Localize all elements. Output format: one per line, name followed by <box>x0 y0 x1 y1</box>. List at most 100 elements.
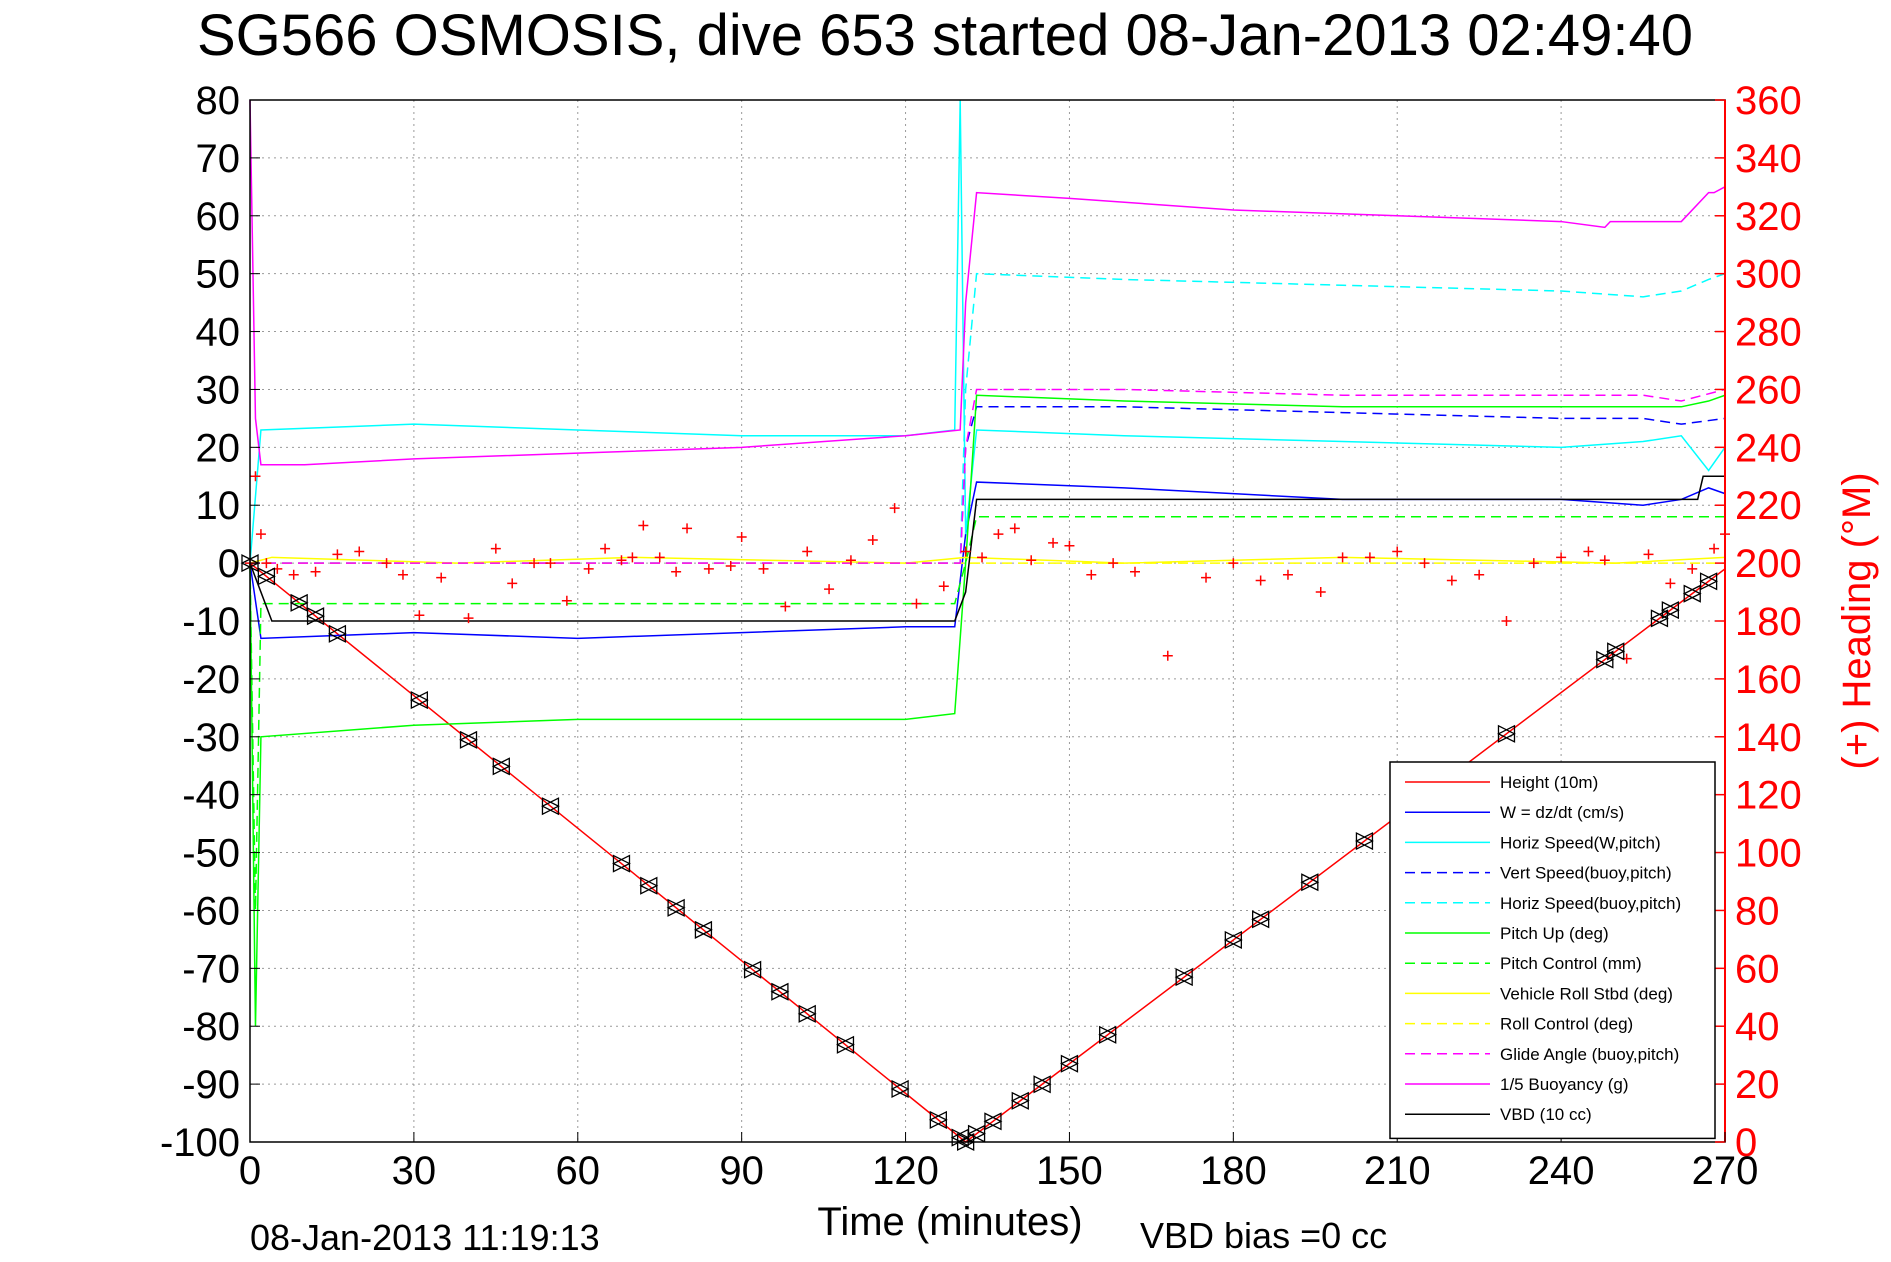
depth-marker <box>289 593 309 612</box>
depth-marker <box>1354 831 1374 851</box>
heading-point <box>977 552 988 563</box>
x-tick-label: 180 <box>1200 1149 1267 1193</box>
series-line <box>249 99 1726 466</box>
heading-point <box>261 558 272 569</box>
heading-point <box>703 563 714 574</box>
heading-point <box>1392 546 1403 557</box>
right-tick-label: 120 <box>1735 774 1802 818</box>
right-tick-label: 300 <box>1735 253 1802 297</box>
heading-point <box>545 558 556 569</box>
legend-label: Horiz Speed(buoy,pitch) <box>1500 894 1681 913</box>
legend-label: W = dz/dt (cm/s) <box>1500 803 1624 822</box>
heading-point <box>1364 552 1375 563</box>
heading-point <box>1162 650 1173 661</box>
heading-point <box>1583 546 1594 557</box>
heading-point <box>1048 537 1059 548</box>
heading-point <box>1665 578 1676 589</box>
footer-timestamp: 08-Jan-2013 11:19:13 <box>250 1217 600 1258</box>
right-tick-label: 340 <box>1735 137 1802 181</box>
legend-label: Pitch Control (mm) <box>1500 954 1642 973</box>
left-tick-label: -40 <box>182 774 240 818</box>
depth-marker <box>1300 873 1320 892</box>
left-tick-label: -30 <box>182 716 240 760</box>
right-tick-label: 260 <box>1735 368 1802 412</box>
x-tick-label: 210 <box>1364 1149 1431 1193</box>
heading-point <box>671 566 682 577</box>
heading-point <box>1709 543 1720 554</box>
left-tick-label: 40 <box>196 311 241 355</box>
depth-marker <box>409 691 429 710</box>
left-tick-label: -70 <box>182 947 240 991</box>
heading-point <box>1337 552 1348 563</box>
heading-point <box>354 546 365 557</box>
heading-point <box>490 543 501 554</box>
heading-point <box>1064 540 1075 551</box>
heading-point <box>250 471 261 482</box>
heading-point <box>1315 587 1326 598</box>
series-line <box>249 516 1725 911</box>
heading-point <box>911 598 922 609</box>
right-tick-label: 80 <box>1735 889 1780 933</box>
left-tick-label: 0 <box>218 542 240 586</box>
heading-point <box>867 534 878 545</box>
heading-point <box>889 503 900 514</box>
right-tick-label: 360 <box>1735 79 1802 123</box>
heading-point <box>627 552 638 563</box>
heading-point <box>1419 558 1430 569</box>
right-tick-label: 160 <box>1735 658 1802 702</box>
x-tick-label: 150 <box>1036 1149 1103 1193</box>
right-tick-label: 240 <box>1735 426 1802 470</box>
heading-point <box>654 552 665 563</box>
legend-label: 1/5 Buoyancy (g) <box>1500 1075 1629 1094</box>
right-tick-label: 220 <box>1735 484 1802 528</box>
footer-vbd-bias: VBD bias =0 cc <box>1140 1215 1387 1256</box>
heading-point <box>1255 575 1266 586</box>
series-line <box>249 99 1726 564</box>
heading-point <box>463 613 474 624</box>
right-tick-label: 320 <box>1735 195 1802 239</box>
series-line <box>249 475 1725 622</box>
depth-marker <box>983 1112 1003 1131</box>
depth-marker <box>327 624 347 643</box>
legend-label: Vehicle Roll Stbd (deg) <box>1500 984 1673 1003</box>
heading-point <box>414 610 425 621</box>
depth-marker <box>541 797 560 816</box>
series-line <box>249 556 1726 564</box>
heading-point <box>802 546 813 557</box>
x-tick-label: 30 <box>392 1149 437 1193</box>
depth-marker <box>967 1124 987 1143</box>
heading-point <box>616 555 627 566</box>
heading-point <box>1643 549 1654 560</box>
depth-marker <box>770 982 790 1001</box>
depth-marker <box>1223 930 1243 950</box>
depth-marker <box>1174 968 1194 987</box>
heading-point <box>600 543 611 554</box>
depth-marker <box>256 567 276 586</box>
heading-point <box>845 555 856 566</box>
heading-point <box>938 581 949 592</box>
heading-layer <box>245 471 1730 664</box>
heading-point <box>1108 558 1119 569</box>
heading-point <box>1228 558 1239 569</box>
heading-point <box>255 529 266 540</box>
heading-point <box>960 546 971 557</box>
left-tick-label: -50 <box>182 832 240 876</box>
depth-marker <box>1595 650 1615 669</box>
heading-point <box>1009 523 1020 534</box>
heading-point <box>1599 555 1610 566</box>
series-line <box>250 406 1726 564</box>
heading-point <box>1687 563 1698 574</box>
left-tick-label: 50 <box>196 253 241 297</box>
depth-marker <box>306 607 326 626</box>
right-tick-label: 20 <box>1735 1063 1780 1107</box>
x-tick-label: 60 <box>556 1149 601 1193</box>
right-tick-label: 60 <box>1735 947 1780 991</box>
heading-point <box>1201 572 1212 583</box>
legend-label: VBD (10 cc) <box>1500 1105 1592 1124</box>
right-axis-ticks: 0 20 40 60 80 100 120 140 160 180 200 220 240 260 280 3… <box>1715 79 1802 1165</box>
right-axis-label: (+) Heading (°M) <box>1835 472 1879 769</box>
left-tick-label: -90 <box>182 1063 240 1107</box>
heading-point <box>682 523 693 534</box>
left-tick-label: 10 <box>196 484 241 528</box>
